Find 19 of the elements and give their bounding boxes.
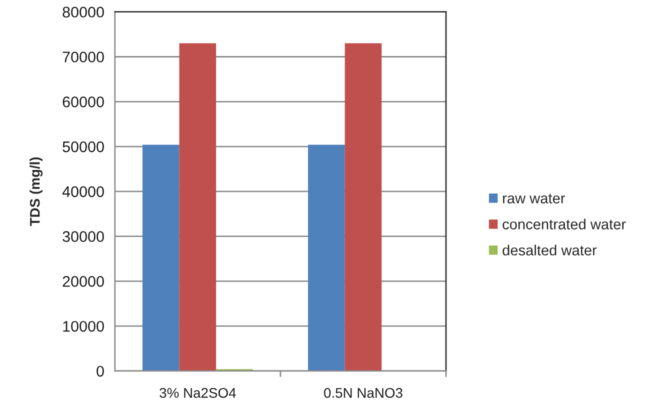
y-tick-label: 0	[96, 366, 104, 377]
y-tick-label: 10000	[63, 320, 104, 332]
x-tick-label: 0.5N NaNO3	[324, 388, 402, 398]
bar	[308, 144, 345, 371]
y-tick-label: 60000	[62, 96, 104, 108]
legend-label: desalted water	[502, 244, 597, 256]
legend-label: concentrated water	[502, 218, 626, 230]
y-tick-label: 30000	[62, 231, 104, 242]
y-tick-label: 20000	[62, 276, 104, 287]
bar	[179, 43, 216, 371]
bar	[344, 43, 382, 371]
y-tick-label: 80000	[62, 6, 104, 18]
y-tick-label: 70000	[62, 52, 104, 62]
bar	[142, 144, 180, 371]
legend-label: raw water	[503, 194, 566, 204]
y-axis-title: TDS (mg/l)	[30, 157, 43, 226]
y-tick-label: 40000	[62, 186, 104, 198]
y-tick-label: 50000	[62, 141, 104, 152]
x-tick-label: 3% Na2SO4	[160, 388, 236, 398]
